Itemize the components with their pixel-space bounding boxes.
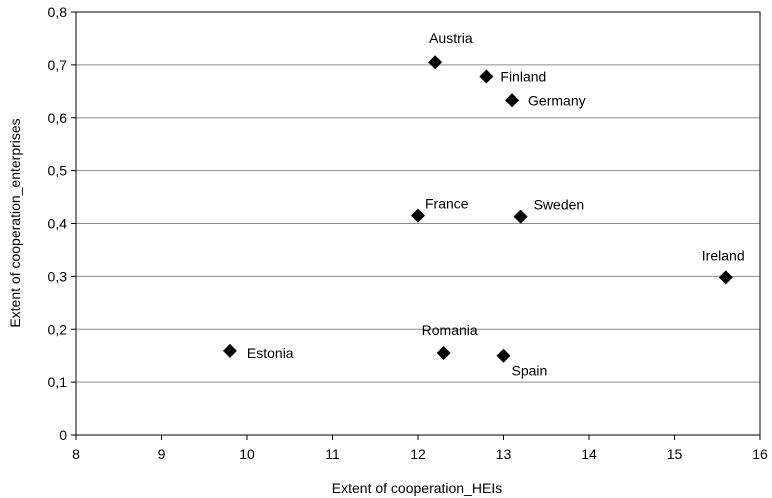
data-point [428, 55, 443, 70]
data-point [479, 69, 494, 84]
y-tick-label: 0,3 [48, 268, 68, 284]
y-tick-label: 0,4 [48, 216, 68, 232]
x-tick-label: 15 [667, 446, 683, 462]
point-labels: Austria Finland Germany France Sweden Ireland… [247, 30, 745, 378]
data-point [222, 343, 237, 358]
data-point [496, 348, 511, 363]
point-label: Ireland [702, 247, 745, 263]
point-label: Finland [500, 69, 546, 85]
x-tick-label: 9 [158, 446, 166, 462]
y-tick-label: 0,7 [48, 57, 68, 73]
point-label: Spain [512, 363, 548, 379]
point-label: Sweden [534, 197, 585, 213]
y-tick-label: 0 [59, 427, 67, 443]
point-label: Estonia [247, 345, 294, 361]
y-tick-label: 0,5 [48, 163, 68, 179]
y-tick-label: 0,6 [48, 110, 68, 126]
x-tick-labels: 8 9 10 11 12 13 14 15 16 [72, 446, 768, 462]
point-label: Germany [528, 92, 586, 108]
point-label: Austria [429, 30, 473, 46]
data-points [222, 55, 733, 363]
data-point [718, 270, 733, 285]
x-tick-label: 11 [325, 446, 340, 462]
gridlines [76, 11, 760, 383]
data-point [513, 209, 528, 224]
data-point [505, 93, 520, 108]
x-tick-label: 12 [410, 446, 426, 462]
axes [71, 11, 761, 440]
x-tick-label: 8 [72, 446, 80, 462]
x-tick-label: 16 [752, 446, 768, 462]
y-axis-label: Extent of cooperation_enterprises [7, 118, 23, 327]
y-tick-labels: 0 0,1 0,2 0,3 0,4 0,5 0,6 0,7 0,8 [48, 4, 68, 443]
y-tick-label: 0,8 [48, 4, 68, 20]
y-tick-label: 0,1 [48, 374, 68, 390]
data-point [436, 346, 451, 361]
x-axis-label: Extent of cooperation_HEIs [332, 480, 502, 496]
point-label: Romania [422, 322, 478, 338]
y-tick-label: 0,2 [48, 321, 68, 337]
x-tick-label: 14 [581, 446, 597, 462]
data-point [411, 208, 425, 223]
point-label: France [425, 196, 469, 212]
x-tick-label: 10 [239, 446, 255, 462]
x-tick-label: 13 [496, 446, 512, 462]
